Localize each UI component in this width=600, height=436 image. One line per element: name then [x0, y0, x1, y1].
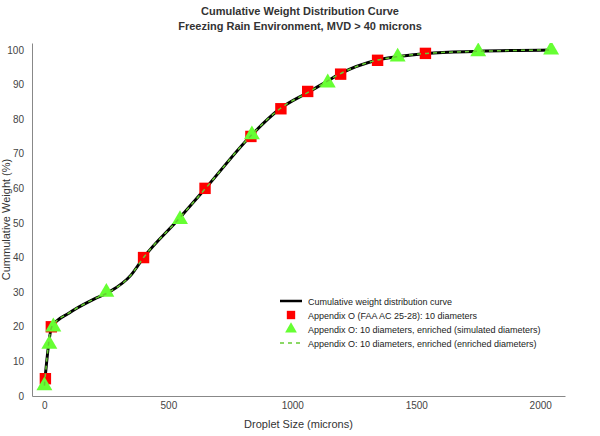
y-axis-title: Cummulative Weight (%): [0, 159, 12, 280]
x-tick-label: 1000: [282, 400, 305, 411]
y-tick-label: 60: [13, 183, 25, 194]
series-marker: [172, 210, 188, 224]
x-tick: 500: [161, 396, 178, 411]
chart: Cumulative Weight Distribution Curve Free…: [0, 0, 600, 436]
y-tick: 90: [13, 79, 32, 90]
legend-item: Appendix O (FAA AC 25-28): 10 diameters: [287, 311, 478, 321]
legend-label: Appendix O (FAA AC 25-28): 10 diameters: [308, 311, 478, 321]
x-axis-title: Droplet Size (microns): [244, 418, 353, 430]
x-tick: 0: [42, 396, 48, 411]
series-marker: [543, 43, 559, 55]
y-tick: 20: [13, 321, 32, 332]
series-line: [44, 50, 552, 386]
y-tick-label: 90: [13, 79, 25, 90]
y-tick: 60: [13, 183, 32, 194]
y-tick-label: 40: [13, 252, 25, 263]
x-axis: 0 500 1000 1500 2000: [33, 396, 566, 411]
y-tick-label: 80: [13, 114, 25, 125]
legend-item: Appendix O: 10 diameters, enriched (simu…: [285, 322, 541, 334]
y-tick: 100: [7, 45, 32, 56]
x-tick: 1000: [282, 396, 305, 411]
series-marker: [45, 318, 61, 332]
series-marker: [302, 86, 313, 97]
series-marker: [390, 48, 406, 62]
x-tick-label: 2000: [530, 400, 553, 411]
y-tick: 10: [13, 356, 32, 367]
y-tick-label: 100: [7, 45, 24, 56]
plot: 0 500 1000 1500 2000 0 10 20 30 40 50 60 70 80 90 100: [7, 41, 565, 411]
y-tick: 0: [18, 391, 32, 402]
legend-label: Appendix O: 10 diameters, enriched (enri…: [308, 339, 537, 349]
legend-swatch: [280, 300, 302, 303]
legend-item: Appendix O: 10 diameters, enriched (enri…: [280, 339, 537, 349]
x-tick-label: 1500: [406, 400, 429, 411]
series-line: [44, 50, 552, 386]
y-tick-label: 0: [18, 391, 24, 402]
x-tick: 1500: [406, 396, 429, 411]
y-tick: 40: [13, 252, 32, 263]
y-tick: 80: [13, 114, 32, 125]
legend-swatch: [285, 322, 297, 332]
x-tick-label: 500: [161, 400, 178, 411]
marks: [36, 43, 559, 390]
legend-label: Appendix O: 10 diameters, enriched (simu…: [308, 325, 541, 335]
y-tick-label: 70: [13, 148, 25, 159]
legend-item: Cumulative weight distribution curve: [280, 297, 452, 307]
legend-label: Cumulative weight distribution curve: [308, 297, 452, 307]
title: Cumulative Weight Distribution Curve: [201, 5, 399, 17]
x-tick: 2000: [530, 396, 553, 411]
y-tick-label: 50: [13, 218, 25, 229]
series-marker: [470, 43, 486, 56]
x-axis-line: [33, 396, 566, 397]
y-tick: 30: [13, 287, 32, 298]
series-marker: [244, 126, 260, 140]
y-tick-label: 10: [13, 356, 25, 367]
y-axis-line: [32, 44, 33, 397]
y-tick: 70: [13, 148, 32, 159]
legend-swatch: [287, 311, 295, 319]
y-tick: 50: [13, 218, 32, 229]
y-tick-label: 20: [13, 321, 25, 332]
subtitle: Freezing Rain Environment, MVD > 40 micr…: [178, 20, 422, 32]
legend: Cumulative weight distribution curve Appe…: [280, 297, 541, 349]
legend-swatch: [280, 342, 302, 344]
y-tick-label: 30: [13, 287, 25, 298]
x-tick-label: 0: [42, 400, 48, 411]
